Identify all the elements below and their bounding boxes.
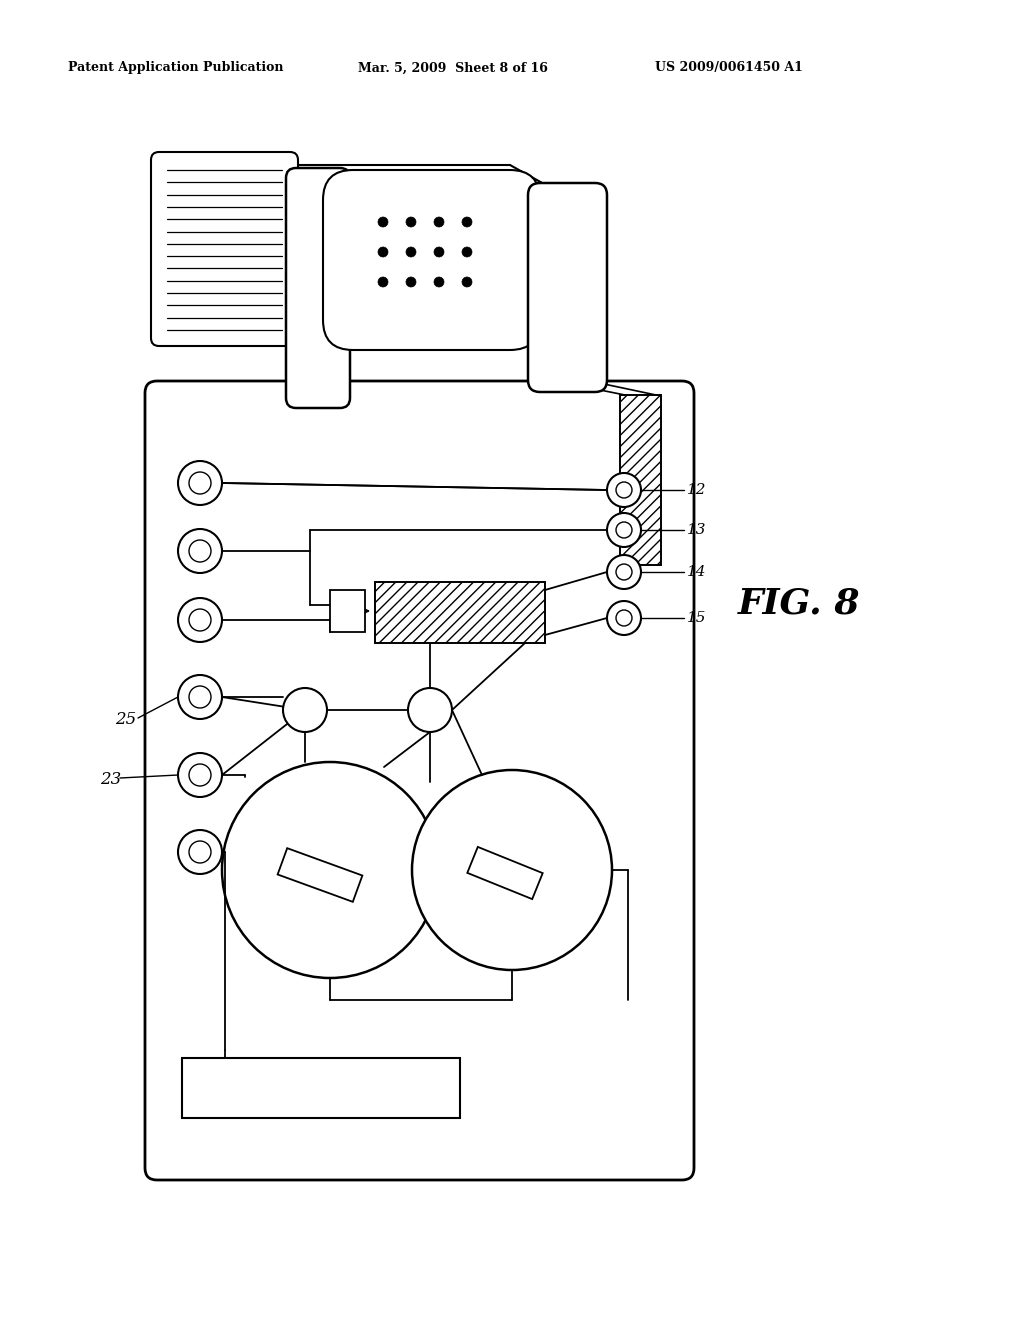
- Circle shape: [189, 473, 211, 494]
- Circle shape: [434, 277, 444, 286]
- Circle shape: [178, 752, 222, 797]
- Bar: [182, 1059, 460, 1118]
- Bar: [467, 847, 543, 899]
- Circle shape: [283, 688, 327, 733]
- Bar: [375, 582, 545, 643]
- FancyBboxPatch shape: [145, 381, 694, 1180]
- Circle shape: [607, 473, 641, 507]
- FancyBboxPatch shape: [323, 170, 540, 350]
- Circle shape: [189, 841, 211, 863]
- Circle shape: [189, 609, 211, 631]
- Text: Mar. 5, 2009  Sheet 8 of 16: Mar. 5, 2009 Sheet 8 of 16: [358, 62, 548, 74]
- Circle shape: [178, 675, 222, 719]
- Circle shape: [378, 216, 388, 227]
- Circle shape: [607, 554, 641, 589]
- Circle shape: [616, 521, 632, 539]
- Text: FIG. 8: FIG. 8: [738, 586, 860, 620]
- Text: US 2009/0061450 A1: US 2009/0061450 A1: [655, 62, 803, 74]
- FancyBboxPatch shape: [528, 183, 607, 392]
- Circle shape: [462, 277, 472, 286]
- Bar: [278, 849, 362, 902]
- Circle shape: [434, 216, 444, 227]
- Circle shape: [406, 277, 416, 286]
- Circle shape: [607, 601, 641, 635]
- Bar: [330, 590, 365, 632]
- Text: 14: 14: [687, 565, 707, 579]
- Circle shape: [462, 216, 472, 227]
- Text: 13: 13: [687, 523, 707, 537]
- Circle shape: [378, 247, 388, 257]
- FancyBboxPatch shape: [151, 152, 298, 346]
- Text: 25: 25: [115, 711, 136, 729]
- Circle shape: [406, 216, 416, 227]
- Text: 15: 15: [687, 611, 707, 624]
- Circle shape: [178, 830, 222, 874]
- Circle shape: [178, 529, 222, 573]
- Circle shape: [607, 513, 641, 546]
- Circle shape: [616, 610, 632, 626]
- Circle shape: [178, 598, 222, 642]
- Circle shape: [378, 277, 388, 286]
- Circle shape: [406, 247, 416, 257]
- FancyBboxPatch shape: [286, 168, 350, 408]
- Circle shape: [222, 762, 438, 978]
- Bar: [620, 395, 662, 565]
- Circle shape: [616, 482, 632, 498]
- Circle shape: [189, 540, 211, 562]
- Circle shape: [616, 564, 632, 579]
- Circle shape: [189, 764, 211, 785]
- Circle shape: [434, 247, 444, 257]
- Circle shape: [408, 688, 452, 733]
- Text: 12: 12: [687, 483, 707, 498]
- Circle shape: [412, 770, 612, 970]
- Circle shape: [189, 686, 211, 708]
- Circle shape: [462, 247, 472, 257]
- Circle shape: [178, 461, 222, 506]
- Text: 23: 23: [100, 771, 121, 788]
- Text: Patent Application Publication: Patent Application Publication: [68, 62, 284, 74]
